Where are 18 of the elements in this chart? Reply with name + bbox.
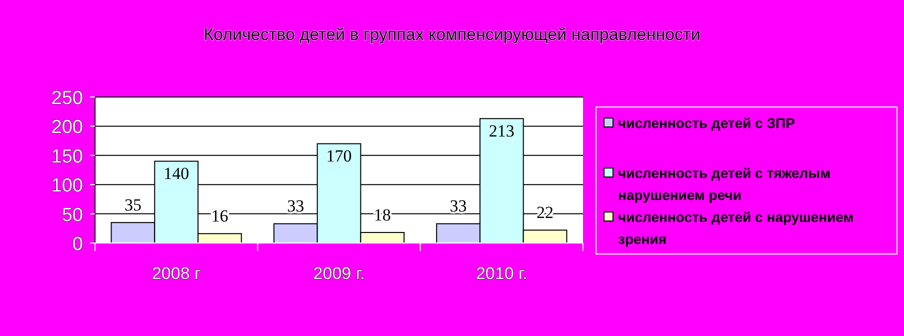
data-label: 213: [488, 122, 514, 141]
x-tick-label: 2008 г: [152, 264, 201, 283]
data-label: 140: [164, 164, 190, 184]
y-tick-label: 200: [51, 117, 83, 138]
data-label: 33: [287, 196, 304, 216]
legend-label: численность детей с нарушением зрения: [618, 209, 854, 247]
chart-title: Количество детей в группах компенсирующей направленности: [204, 25, 700, 44]
legend-label: численность детей с ЗПР: [618, 115, 795, 131]
data-label: 33: [450, 196, 467, 216]
data-label: 35: [124, 196, 142, 215]
y-tick-label: 100: [51, 176, 83, 197]
y-tick-label: 50: [62, 204, 83, 226]
x-tick-label: 2010 г.: [476, 264, 528, 283]
y-tick-label: 150: [51, 146, 83, 168]
data-label: 170: [326, 146, 352, 166]
x-tick-label: 2009 г.: [313, 264, 365, 283]
y-tick-label: 250: [51, 88, 83, 109]
y-tick-label: 0: [72, 234, 83, 255]
